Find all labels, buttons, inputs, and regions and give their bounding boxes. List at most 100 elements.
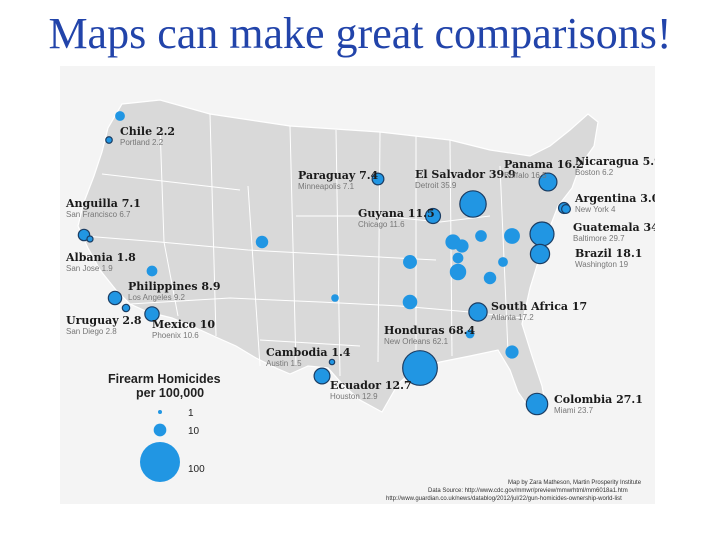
country-label: South Africa 17 xyxy=(491,300,587,313)
city-bubble xyxy=(459,190,487,218)
city-label: Washington 19 xyxy=(575,260,629,269)
city-bubble xyxy=(105,136,113,144)
city-bubble xyxy=(107,290,123,306)
country-label: Argentina 3.0 xyxy=(574,192,655,205)
city-bubble xyxy=(538,172,558,192)
country-label: Anguilla 7.1 xyxy=(65,197,141,210)
legend-value: 1 xyxy=(188,408,194,419)
city-label: Chicago 11.6 xyxy=(358,220,405,229)
city-label: Phoenix 10.6 xyxy=(152,331,199,340)
city-bubble xyxy=(424,207,442,225)
city-label: Buffalo 16.5 xyxy=(504,171,547,180)
country-label: Albania 1.8 xyxy=(65,251,136,264)
city-bubble xyxy=(504,228,520,244)
credit-line-3: http://www.guardian.co.uk/news/datablog/… xyxy=(386,496,622,502)
country-label: Cambodia 1.4 xyxy=(266,346,351,359)
slide-title: Maps can make great comparisons! xyxy=(48,9,672,58)
country-label: Guatemala 34.8 xyxy=(573,221,655,234)
city-label: New Orleans 62.1 xyxy=(384,337,449,346)
legend-bubble xyxy=(158,410,162,414)
city-label: Atlanta 17.2 xyxy=(491,313,534,322)
country-label: Paraguay 7.4 xyxy=(298,169,379,182)
credits: Map by Zara Matheson, Martin Prosperity … xyxy=(386,480,642,502)
city-bubble xyxy=(449,263,467,281)
country-label: Ecuador 12.7 xyxy=(330,379,412,392)
other-city-bubbles xyxy=(115,111,520,359)
credit-line-1: Map by Zara Matheson, Martin Prosperity … xyxy=(508,480,642,486)
city-bubble xyxy=(313,367,331,385)
country-label: Nicaragua 5.9 xyxy=(575,155,655,168)
city-bubble xyxy=(255,235,269,249)
map-frame: Firearm Homicides per 100,000 1 10 100 Map… xyxy=(60,66,655,504)
country-label: Uruguay 2.8 xyxy=(66,314,142,327)
city-bubble xyxy=(402,350,438,386)
city-label: Austin 1.5 xyxy=(266,359,302,368)
country-label: Colombia 27.1 xyxy=(554,393,643,406)
city-bubble xyxy=(144,306,160,322)
legend: Firearm Homicides per 100,000 1 10 100 xyxy=(108,372,221,482)
city-label: Los Angeles 9.2 xyxy=(128,293,185,302)
country-label: Brazil 18.1 xyxy=(575,247,642,260)
city-bubble xyxy=(146,265,158,277)
city-label: San Jose 1.9 xyxy=(66,264,113,273)
city-bubble xyxy=(455,239,469,253)
city-label: Boston 6.2 xyxy=(575,168,614,177)
country-label: Chile 2.2 xyxy=(120,125,175,138)
legend-title: Firearm Homicides xyxy=(108,372,221,386)
city-bubble xyxy=(475,230,487,242)
legend-value: 100 xyxy=(188,464,205,475)
homicide-map: Firearm Homicides per 100,000 1 10 100 Map… xyxy=(65,99,655,502)
city-label: Detroit 35.9 xyxy=(415,181,457,190)
city-bubble xyxy=(331,294,339,302)
legend-bubble xyxy=(153,423,167,437)
city-bubble xyxy=(371,172,385,186)
legend-bubble xyxy=(140,442,180,482)
city-bubble xyxy=(121,303,131,313)
legend-subtitle: per 100,000 xyxy=(136,386,204,400)
city-bubble xyxy=(465,329,475,339)
city-bubble xyxy=(505,345,519,359)
city-label: San Francisco 6.7 xyxy=(66,210,131,219)
city-label: New York 4 xyxy=(575,205,616,214)
city-label: Minneapolis 7.1 xyxy=(298,182,355,191)
city-bubble xyxy=(328,358,336,366)
city-label: Baltimore 29.7 xyxy=(573,234,625,243)
country-label: Panama 16.2 xyxy=(504,158,584,171)
country-label: Mexico 10 xyxy=(152,318,215,331)
country-label: Honduras 68.4 xyxy=(384,324,475,337)
city-label: San Diego 2.8 xyxy=(66,327,117,336)
city-bubble xyxy=(525,392,549,416)
legend-value: 10 xyxy=(188,426,200,437)
city-bubble xyxy=(529,221,555,247)
country-label: El Salvador 39.9 xyxy=(415,168,516,181)
city-bubble xyxy=(498,257,508,267)
city-label: Houston 12.9 xyxy=(330,392,378,401)
city-bubble xyxy=(529,243,551,265)
city-bubble xyxy=(452,252,464,264)
city-bubble xyxy=(483,271,497,285)
comparison-guatemala: Guatemala 34.8Baltimore 29.7 xyxy=(529,221,655,247)
credit-line-2: Data Source: http://www.cdc.gov/mmwr/pre… xyxy=(428,488,628,494)
city-bubble xyxy=(115,111,125,121)
city-label: Portland 2.2 xyxy=(120,138,164,147)
city-bubble xyxy=(468,302,488,322)
city-bubble xyxy=(402,294,418,310)
country-label: Guyana 11.5 xyxy=(358,207,435,220)
city-bubble xyxy=(86,235,94,243)
